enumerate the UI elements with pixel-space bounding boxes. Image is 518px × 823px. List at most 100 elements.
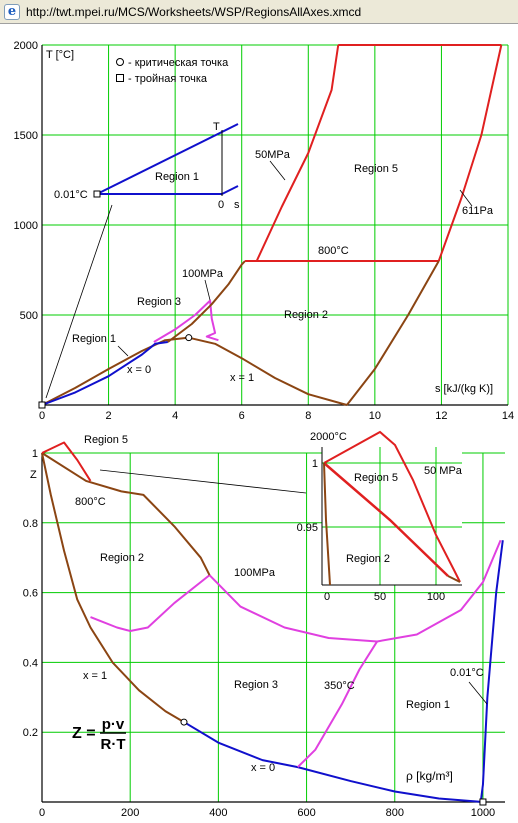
- ts-inset-s-label: s: [234, 199, 240, 211]
- ts-critical-point-marker: [185, 334, 193, 342]
- zr-y-tick-label: 0.2: [23, 727, 38, 739]
- ts-x-tick-label: 2: [106, 410, 112, 422]
- zr-x-tick-label: 400: [209, 807, 227, 819]
- ts-series-line: [41, 336, 348, 406]
- zr-inset-50mpa-line: [323, 430, 461, 583]
- ts-legend-square-icon: [116, 74, 124, 82]
- zr-inset-brown-tail: [447, 575, 461, 583]
- zr-y-tick-label: 0.4: [23, 657, 38, 669]
- zr-inset-50mpa-label: 50 MPa: [424, 465, 463, 477]
- zr-x-tick-label: 200: [121, 807, 139, 819]
- ts-x-axis-label: s [kJ/(kg K)]: [435, 383, 493, 395]
- ts-series-line: [346, 260, 440, 406]
- ts-y-tick-label: 1000: [14, 220, 38, 232]
- zr-inset-y-tick-label: 0.95: [297, 522, 318, 534]
- address-bar[interactable]: e http://twt.mpei.ru/MCS/Worksheets/WSP/…: [0, 0, 518, 24]
- zr-series-line: [41, 441, 92, 482]
- ts-region-3-label: Region 3: [137, 296, 181, 308]
- zr-inset-pointer-line: [99, 469, 307, 494]
- zr-region-5-label: Region 5: [84, 434, 128, 446]
- ts-100mpa-label: 100MPa: [182, 268, 224, 280]
- ts-x-tick-label: 4: [172, 410, 178, 422]
- zr-region-3-label: Region 3: [234, 679, 278, 691]
- ts-legend-critical-label: - критическая точка: [128, 57, 229, 69]
- zr-y-tick-label: 0.8: [23, 518, 38, 530]
- zr-inset-y-tick-label: 1: [312, 458, 318, 470]
- ts-x-tick-label: 12: [435, 410, 447, 422]
- ts-series-line: [255, 44, 340, 262]
- zr-critical-point-marker: [180, 718, 188, 726]
- zr-x-axis-label: ρ [kg/m³]: [406, 769, 453, 783]
- ts-x-tick-label: 6: [239, 410, 245, 422]
- ts-x-tick-label: 8: [305, 410, 311, 422]
- zr-inset-sat-line: [323, 462, 331, 586]
- ts-800c-label: 800°C: [318, 245, 349, 257]
- ts-region-5-label: Region 5: [354, 163, 398, 175]
- zr-x1-label: x = 1: [83, 670, 107, 682]
- ts-triple-point-marker: [38, 401, 46, 409]
- ts-x0-label: x = 0: [127, 364, 151, 376]
- zr-triple-point-marker: [479, 798, 487, 806]
- zr-region-2-label: Region 2: [100, 552, 144, 564]
- zr-formula-numerator: p·v: [102, 716, 125, 733]
- zr-inset-x-tick-label: 100: [427, 591, 445, 603]
- ts-inset-t-label: T: [213, 121, 220, 133]
- ts-series-line: [41, 341, 168, 406]
- ts-region-2-label: Region 2: [284, 309, 328, 321]
- zr-series-line: [41, 452, 185, 723]
- internet-explorer-icon: e: [4, 4, 20, 20]
- url-text[interactable]: http://twt.mpei.ru/MCS/Worksheets/WSP/Re…: [26, 5, 362, 19]
- ts-legend-triple-label: - тройная точка: [128, 73, 208, 85]
- zr-series-line: [41, 452, 211, 576]
- zr-series-line: [90, 574, 211, 632]
- zr-inset-x-tick-label: 0: [324, 591, 330, 603]
- ts-legend-circle-icon: [116, 58, 124, 66]
- zr-x-tick-label: 0: [39, 807, 45, 819]
- zr-inset-2000c-label: 2000°C: [310, 431, 347, 443]
- zr-formula-lhs: Z =: [72, 725, 96, 742]
- ts-611pa-label: 611Pa: [462, 205, 494, 217]
- zr-inset-x-tick-label: 50: [374, 591, 386, 603]
- ts-y-tick-label: 2000: [14, 40, 38, 52]
- zr-y-tick-label: 0.6: [23, 588, 38, 600]
- zr-series-line: [297, 640, 378, 768]
- zr-region-1-label: Region 1: [406, 699, 450, 711]
- ts-y-tick-label: 1500: [14, 130, 38, 142]
- zr-y-tick-label: 1: [32, 448, 38, 460]
- zr-x-tick-label: 800: [386, 807, 404, 819]
- ts-50mpa-label: 50MPa: [255, 149, 291, 161]
- zr-x-tick-label: 1000: [471, 807, 495, 819]
- zr-100mpa-label: 100MPa: [234, 567, 276, 579]
- ts-region1-leader: [117, 345, 129, 357]
- zr-y-axis-label: Z: [30, 469, 37, 481]
- ts-series-line: [167, 260, 246, 343]
- ts-inset-upper-line: [96, 123, 239, 195]
- zr-x0-label: x = 0: [251, 762, 275, 774]
- ts-region-1-label: Region 1: [72, 333, 116, 345]
- ts-y-axis-label: T [°C]: [46, 49, 74, 61]
- ts-inset-right-line: [221, 185, 239, 195]
- zr-inset-background: [322, 437, 462, 585]
- ts-x-tick-label: 14: [502, 410, 514, 422]
- zr-series-line: [183, 721, 484, 803]
- zr-001c-label: 0.01°C: [450, 667, 484, 679]
- ts-x-tick-label: 0: [39, 410, 45, 422]
- ts-x1-label: x = 1: [230, 372, 254, 384]
- zr-001c-leader: [468, 681, 488, 705]
- ts-series-line: [153, 299, 219, 343]
- ts-y-tick-label: 500: [20, 310, 38, 322]
- zr-inset-region2-label: Region 2: [346, 553, 390, 565]
- ts-inset-001c-label: 0.01°C: [54, 189, 88, 201]
- ts-inset-zero-label: 0: [218, 199, 224, 211]
- ts-x-tick-label: 10: [369, 410, 381, 422]
- zr-x-tick-label: 600: [297, 807, 315, 819]
- ts-inset-triple-marker: [93, 190, 101, 198]
- zr-350c-label: 350°C: [324, 680, 355, 692]
- zr-formula-denominator: R·T: [101, 736, 126, 753]
- ts-inset-region1-label: Region 1: [155, 171, 199, 183]
- zr-800c-label: 800°C: [75, 496, 106, 508]
- ts-611pa-leader: [459, 189, 473, 207]
- zr-inset-region5-label: Region 5: [354, 472, 398, 484]
- ts-inset-pointer-line: [45, 204, 113, 399]
